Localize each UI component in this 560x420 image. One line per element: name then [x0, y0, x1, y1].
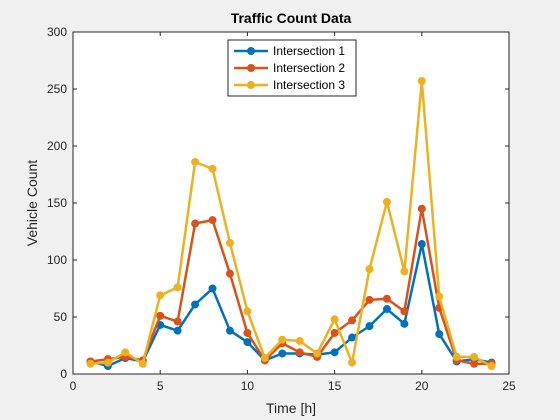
data-point — [417, 77, 426, 86]
x-tick-label: 15 — [328, 379, 342, 393]
data-point — [225, 326, 234, 335]
y-tick-label: 50 — [54, 310, 68, 324]
data-point — [330, 348, 339, 357]
y-axis-ticks: 0 50 100 150 200 250 300 — [47, 25, 509, 381]
data-point — [295, 348, 304, 357]
y-tick-label: 200 — [47, 139, 67, 153]
data-point — [348, 358, 357, 367]
data-point — [382, 294, 391, 303]
series-line — [89, 79, 493, 368]
x-axis-label: Time [h] — [266, 400, 316, 416]
data-point — [400, 267, 409, 276]
data-point — [313, 349, 322, 358]
data-point — [208, 284, 217, 293]
data-point — [487, 362, 496, 371]
data-point — [470, 352, 479, 361]
y-tick-label: 250 — [47, 82, 67, 96]
data-point — [243, 338, 252, 347]
x-tick-label: 25 — [502, 379, 516, 393]
chart-title: Traffic Count Data — [231, 10, 352, 26]
y-tick-label: 0 — [60, 367, 67, 381]
data-point — [156, 311, 165, 320]
y-tick-label: 300 — [47, 25, 67, 39]
data-point — [86, 359, 95, 368]
data-point — [435, 292, 444, 301]
data-point — [400, 307, 409, 316]
data-point — [191, 300, 200, 309]
data-point — [348, 316, 357, 325]
legend-marker — [247, 64, 255, 72]
data-point — [330, 315, 339, 324]
data-point — [208, 164, 217, 173]
data-point — [225, 269, 234, 278]
data-point — [173, 326, 182, 335]
data-point — [365, 265, 374, 274]
data-point — [191, 157, 200, 166]
x-tick-label: 5 — [157, 379, 164, 393]
x-tick-label: 20 — [415, 379, 429, 393]
data-point — [138, 359, 147, 368]
data-point — [173, 283, 182, 292]
data-point — [260, 354, 269, 363]
legend-marker — [247, 81, 255, 89]
legend-label: Intersection 3 — [273, 78, 345, 92]
series-line — [89, 242, 493, 368]
data-point — [452, 352, 461, 361]
data-point — [191, 219, 200, 228]
data-point — [435, 330, 444, 339]
y-axis-label: Vehicle Count — [24, 160, 40, 247]
data-point — [382, 305, 391, 314]
data-point — [278, 349, 287, 358]
data-point — [156, 291, 165, 300]
y-tick-label: 150 — [47, 196, 67, 210]
data-point — [243, 328, 252, 337]
data-point — [243, 307, 252, 316]
data-point — [365, 295, 374, 304]
data-point — [278, 335, 287, 344]
x-tick-label: 10 — [241, 379, 255, 393]
data-point — [470, 359, 479, 368]
data-point — [225, 238, 234, 247]
series-line — [89, 207, 493, 365]
data-point — [417, 204, 426, 213]
legend-label: Intersection 2 — [273, 61, 345, 75]
data-point — [348, 333, 357, 342]
data-point — [400, 319, 409, 328]
x-axis-ticks: 0 5 10 15 20 25 — [70, 32, 516, 393]
legend-label: Intersection 1 — [273, 44, 345, 58]
x-tick-label: 0 — [70, 379, 77, 393]
series-group — [86, 77, 496, 371]
data-point — [121, 348, 130, 357]
series-intersection-3 — [86, 77, 496, 371]
data-point — [330, 328, 339, 337]
data-point — [103, 358, 112, 367]
data-point — [382, 197, 391, 206]
data-point — [417, 240, 426, 249]
data-point — [365, 322, 374, 331]
data-point — [208, 216, 217, 225]
data-point — [173, 317, 182, 326]
data-point — [295, 336, 304, 345]
legend-marker — [247, 47, 255, 55]
y-tick-label: 100 — [47, 253, 67, 267]
legend: Intersection 1 Intersection 2 Intersection… — [227, 39, 357, 97]
